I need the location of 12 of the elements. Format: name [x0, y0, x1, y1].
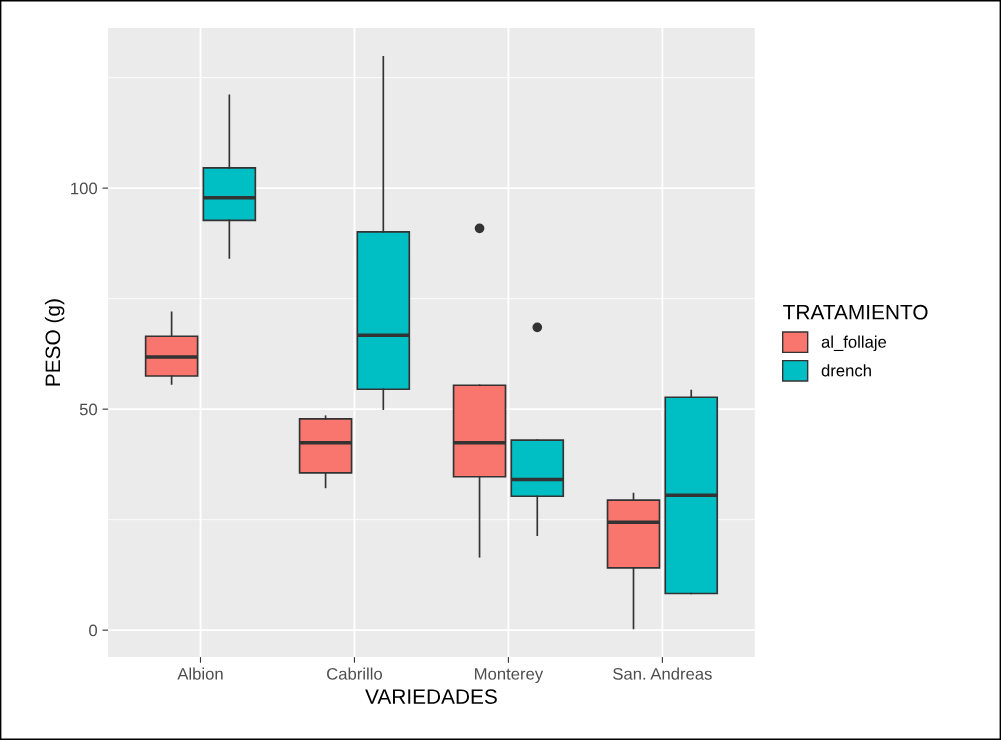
y-axis-title: PESO (g)	[44, 299, 65, 386]
x-tick-label: San. Andreas	[613, 667, 712, 680]
y-tick-label: 50	[79, 403, 98, 416]
legend-label: al_follaje	[821, 335, 887, 352]
y-tick-label: 0	[89, 624, 98, 637]
x-tick-label: Monterey	[475, 668, 544, 684]
x-tick-label: Cabrillo	[327, 667, 382, 680]
y-tick-label: 100	[71, 182, 98, 195]
legend-label: drench	[821, 364, 871, 377]
x-axis-title: VARIEDADES	[365, 689, 497, 704]
x-tick-label: Albion	[177, 667, 223, 680]
legend-title: TRATAMIENTO	[783, 304, 928, 320]
